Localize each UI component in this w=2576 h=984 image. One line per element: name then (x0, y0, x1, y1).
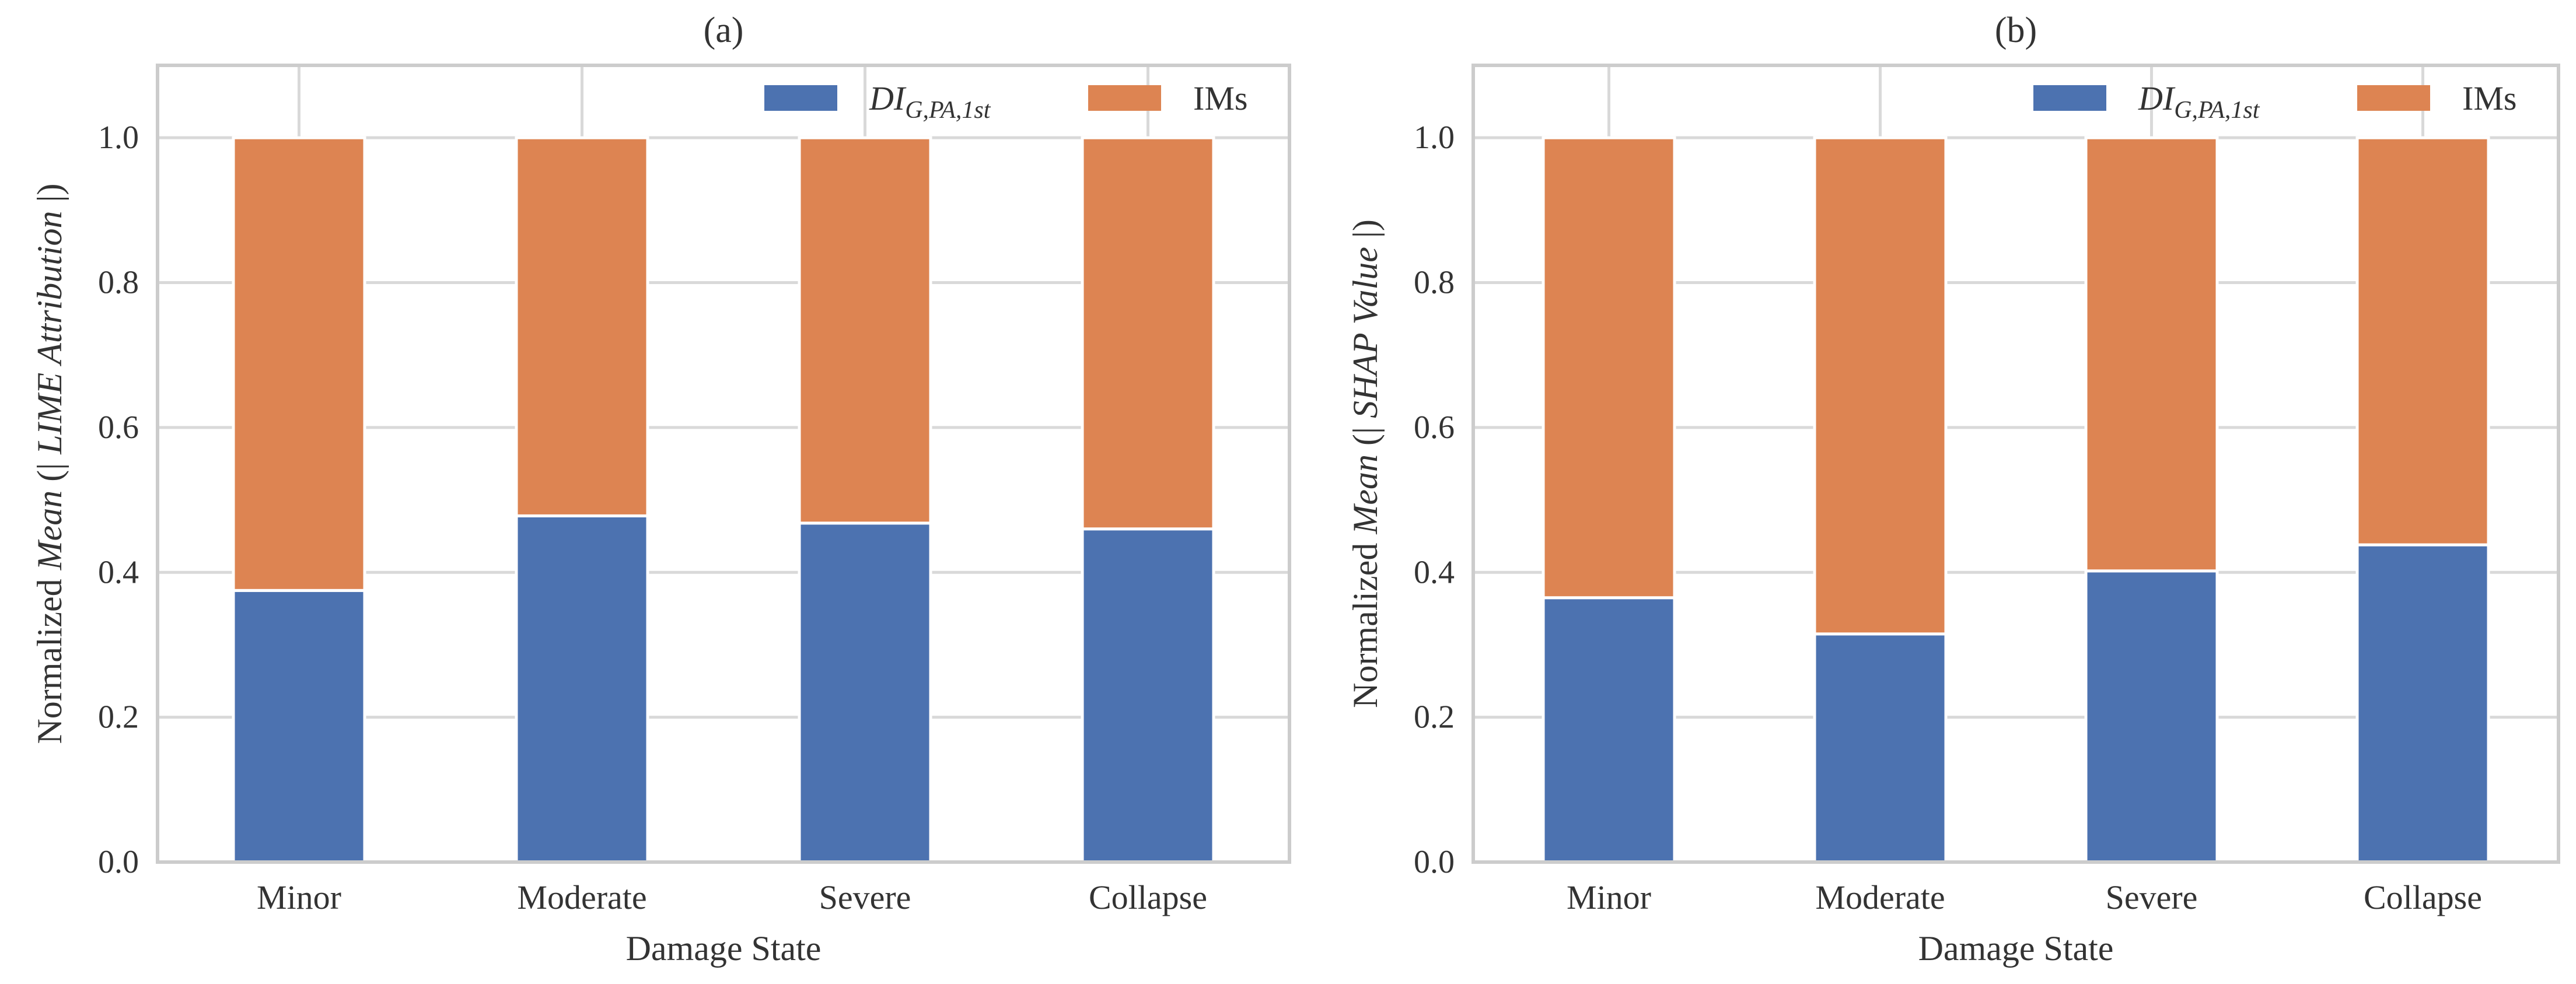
legend-label-base: IMs (2462, 79, 2516, 117)
plot-frame (156, 64, 1291, 864)
legend-swatch-ims (1088, 85, 1161, 111)
chart-panel-b: 0.0 0.2 0.4 0.6 0.8 1.0 Minor Moderate Severe Col… (1346, 10, 2560, 968)
y-axis-label-open: (| (30, 454, 69, 491)
y-axis-label-func: Mean (30, 491, 69, 571)
y-tick-label: 1.0 (1414, 120, 1455, 156)
legend: DIG,PA,1st IMs (2033, 79, 2516, 124)
y-tick-label: 0.0 (1414, 844, 1455, 880)
bar-di-g-pa-1st-severe (2084, 569, 2219, 864)
bar-ims-moderate (515, 136, 649, 517)
y-axis-label-prefix: Normalized (30, 570, 69, 744)
y-tick-label: 0.2 (98, 699, 139, 736)
y-axis-label-term: LIME Attribution (30, 211, 69, 454)
x-tick-label: Collapse (1089, 878, 1207, 916)
legend-label-subscript: G,PA,1st (2174, 97, 2260, 124)
chart-title: (a) (704, 10, 744, 50)
legend-label-ims: IMs (2462, 79, 2516, 117)
x-tick-label: Moderate (517, 878, 646, 916)
x-axis-label: Damage State (1918, 929, 2114, 968)
bar-ims-minor (1542, 136, 1676, 600)
x-axis-label: Damage State (626, 929, 822, 968)
legend-label-ims: IMs (1193, 79, 1247, 117)
bar-di-g-pa-1st-severe (798, 521, 932, 864)
y-tick-label: 0.0 (98, 844, 139, 880)
y-tick-label: 0.8 (98, 265, 139, 301)
legend: DIG,PA,1st IMs (764, 79, 1247, 124)
y-tick-label: 0.6 (98, 409, 139, 446)
y-axis-label: Normalized Mean (| SHAP Value |) (1346, 219, 1385, 708)
legend-swatch-ims (2357, 85, 2430, 111)
y-axis-label-prefix: Normalized (1346, 534, 1385, 708)
y-axis-label-close: |) (30, 183, 69, 211)
chart-panel-a: 0.0 0.2 0.4 0.6 0.8 1.0 Minor Moderate Severe Col… (30, 10, 1291, 968)
legend-label-base: DI (2138, 79, 2176, 117)
plot-frame (1471, 64, 2560, 864)
chart-title: (b) (1995, 10, 2037, 50)
x-tick-label: Severe (2106, 878, 2198, 916)
bar-di-g-pa-1st-moderate (515, 514, 649, 864)
x-tick-label: Minor (257, 878, 341, 916)
legend-swatch-di (764, 85, 837, 111)
bar-di-g-pa-1st-moderate (1813, 632, 1948, 864)
y-axis-label-close: |) (1346, 219, 1385, 247)
bar-ims-severe (798, 136, 932, 525)
bar-ims-collapse (1081, 136, 1215, 531)
x-tick-label: Minor (1567, 878, 1651, 916)
y-tick-label: 0.2 (1414, 699, 1455, 736)
x-tick-label: Collapse (2364, 878, 2482, 916)
y-tick-label: 1.0 (98, 120, 139, 156)
legend-label-base: IMs (1193, 79, 1247, 117)
bar-ims-severe (2084, 136, 2219, 573)
x-tick-label: Severe (819, 878, 911, 916)
bar-di-g-pa-1st-collapse (2355, 543, 2490, 864)
legend-swatch-di (2033, 85, 2106, 111)
legend-label-subscript: G,PA,1st (905, 97, 991, 124)
bar-di-g-pa-1st-minor (232, 589, 366, 864)
bar-ims-minor (232, 136, 366, 592)
y-tick-label: 0.4 (1414, 554, 1455, 590)
legend-label-di: DIG,PA,1st (2138, 79, 2260, 124)
y-tick-label: 0.4 (98, 554, 139, 590)
y-axis-label-term: SHAP Value (1346, 247, 1385, 418)
legend-label-base: DI (869, 79, 907, 117)
bar-ims-collapse (2355, 136, 2490, 547)
y-axis-label-func: Mean (1346, 454, 1385, 535)
y-tick-label: 0.6 (1414, 409, 1455, 446)
bar-di-g-pa-1st-minor (1542, 596, 1676, 864)
x-tick-label: Moderate (1815, 878, 1945, 916)
y-axis-label: Normalized Mean (| LIME Attribution |) (30, 183, 69, 744)
legend-label-di: DIG,PA,1st (869, 79, 991, 124)
bar-ims-moderate (1813, 136, 1948, 636)
bar-di-g-pa-1st-collapse (1081, 527, 1215, 864)
y-tick-label: 0.8 (1414, 265, 1455, 301)
y-axis-label-open: (| (1346, 418, 1385, 454)
